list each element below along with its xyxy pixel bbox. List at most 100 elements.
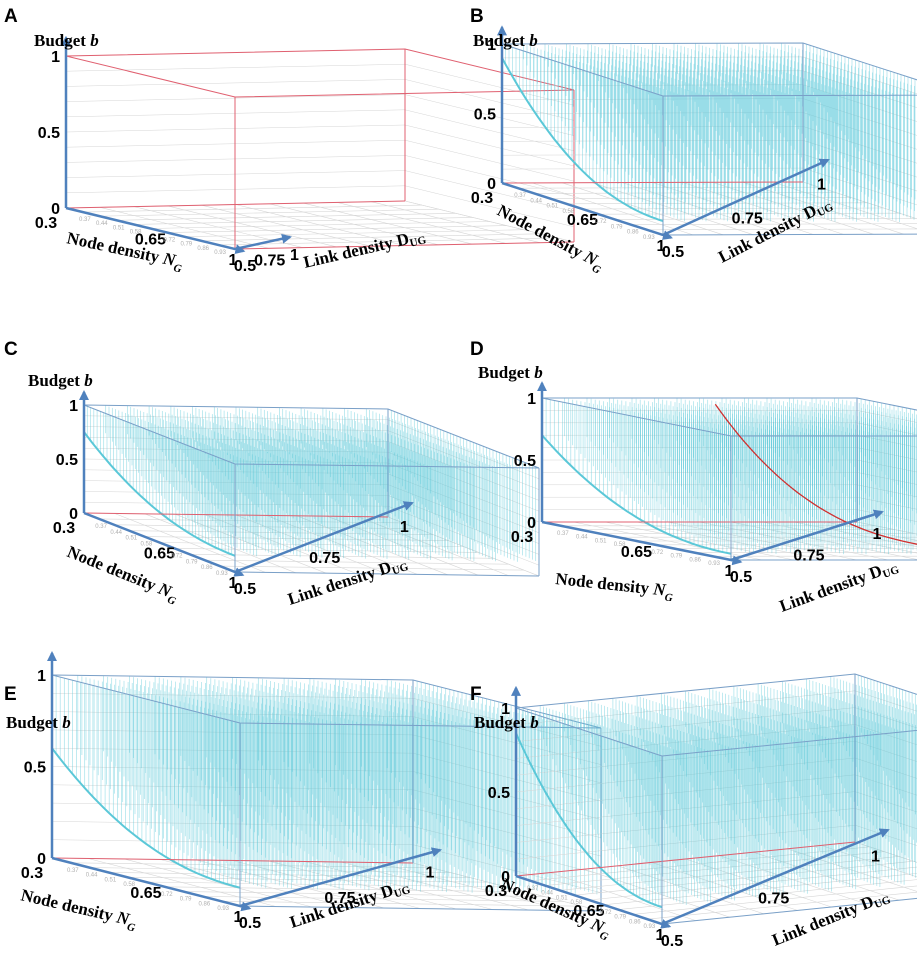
x-tick-label: 0.3: [511, 529, 533, 546]
y-tick-label: 0.5: [661, 933, 683, 950]
feasible-region: [515, 674, 917, 909]
y-tick-label: 0.75: [758, 891, 789, 908]
grid-line: [647, 891, 917, 920]
x-tick-label: 0.3: [485, 883, 507, 900]
box-top: [65, 48, 575, 98]
box-top: [541, 397, 917, 437]
panel-c: C00.510.30.6510.50.7510.370.440.510.580.…: [4, 339, 540, 611]
box-top: [501, 42, 917, 97]
bounding-box: [65, 48, 575, 250]
x-tick-label: 0.65: [573, 903, 604, 920]
x-tick-label: 0.3: [21, 865, 43, 882]
x-tick-label: 0.65: [621, 544, 652, 561]
feasible-region: [541, 398, 917, 555]
grid-line: [184, 229, 524, 237]
x-tick-label: 0.65: [144, 546, 175, 563]
z-tick-label: 0: [527, 515, 536, 532]
bounding-box: [501, 42, 917, 236]
x-tick-label: 0.3: [53, 520, 75, 537]
axes: [537, 381, 884, 566]
grid-line: [183, 891, 545, 897]
grid-line: [303, 202, 473, 245]
grid-line: [603, 873, 917, 906]
minor-tick-label: 0.44: [110, 530, 122, 536]
x-tick-label: 0.3: [471, 190, 493, 207]
y-tick-label: 1: [872, 526, 881, 543]
bounding-box: [541, 397, 917, 561]
feasible-region: [83, 405, 540, 563]
grid-line: [652, 182, 814, 235]
minor-tick-label: 0.51: [113, 225, 125, 231]
grid-line: [515, 673, 917, 709]
bounding-box: [83, 404, 540, 577]
z-tick-label: 1: [501, 701, 510, 718]
y-axis-title: Link density DUG: [777, 555, 901, 617]
floor-edge: [501, 181, 804, 184]
grid-line: [189, 554, 494, 559]
minor-tick-label: 0.44: [96, 221, 108, 227]
minor-tick-label: 0.44: [86, 873, 98, 879]
minor-tick-label: 0.79: [186, 559, 198, 565]
minor-tick-label: 0.44: [541, 891, 553, 897]
box-edge: [234, 571, 540, 577]
surface-boundary: [501, 57, 664, 223]
x-tick-label: 1: [657, 238, 666, 255]
x-axis: [515, 874, 672, 929]
minor-tick-label: 0.37: [527, 886, 539, 892]
y-tick-label: 1: [400, 519, 409, 536]
minor-tick-label: 0.37: [514, 193, 526, 199]
x-tick-label: 0.3: [35, 215, 57, 232]
floor-edge: [515, 841, 856, 877]
z-tick-label: 0.5: [514, 453, 536, 470]
grid-line: [235, 204, 405, 246]
grid-line: [825, 521, 917, 541]
minor-tick-label: 0.86: [689, 557, 701, 563]
grid-line: [219, 565, 524, 571]
minor-tick-label: 0.93: [214, 250, 226, 256]
z-tick-label: 1: [487, 37, 496, 54]
minor-tick-label: 0.51: [595, 538, 607, 544]
grid-line: [542, 447, 917, 460]
minor-tick-label: 0.44: [576, 535, 588, 541]
x-tick-label: 0.65: [135, 232, 166, 249]
z-axis-title: Budget b: [6, 713, 71, 732]
y-axis: [239, 847, 442, 908]
grid-line: [371, 201, 541, 243]
minor-tick-label: 0.72: [652, 550, 664, 556]
z-axis-title: Budget b: [34, 31, 99, 50]
panel-letter-c: C: [4, 339, 18, 360]
minor-tick-label: 0.44: [530, 198, 542, 204]
surface-boundary: [515, 732, 663, 909]
z-tick-label: 1: [69, 398, 78, 415]
x-axis: [83, 511, 245, 577]
grid-line: [268, 860, 457, 910]
optimal-path-curve: [714, 403, 917, 545]
grid-line: [218, 237, 558, 246]
grid-line: [719, 855, 866, 904]
y-tick-label: 0.75: [309, 550, 340, 567]
grid-line: [614, 218, 916, 220]
y-tick-label: 0.5: [662, 244, 684, 261]
y-tick-label: 0.5: [234, 258, 256, 275]
grid-line: [542, 459, 917, 473]
x-axis-title: Node density NG: [554, 569, 674, 604]
panel-d: D00.510.30.6510.50.7510.370.440.510.580.…: [470, 339, 917, 618]
feasible-region: [501, 43, 916, 223]
floor-edges: [501, 181, 804, 184]
z-tick-label: 0: [69, 506, 78, 523]
floor-edges: [542, 521, 857, 523]
minor-tick-label: 0.37: [67, 868, 79, 874]
axes: [47, 651, 442, 912]
minor-tick-label: 0.58: [614, 542, 626, 548]
minor-tick-label: 0.79: [670, 554, 682, 560]
minor-tick-label: 0.93: [644, 924, 656, 930]
y-tick-label: 0.75: [254, 253, 285, 270]
floor-edges: [83, 512, 389, 518]
grid-line: [201, 233, 541, 242]
z-axis-title: Budget b: [28, 371, 93, 390]
box-edge: [661, 897, 917, 925]
minor-tick-label: 0.79: [180, 897, 192, 903]
y-tick-label: 1: [426, 865, 435, 882]
y-tick-label: 0.5: [239, 915, 261, 932]
